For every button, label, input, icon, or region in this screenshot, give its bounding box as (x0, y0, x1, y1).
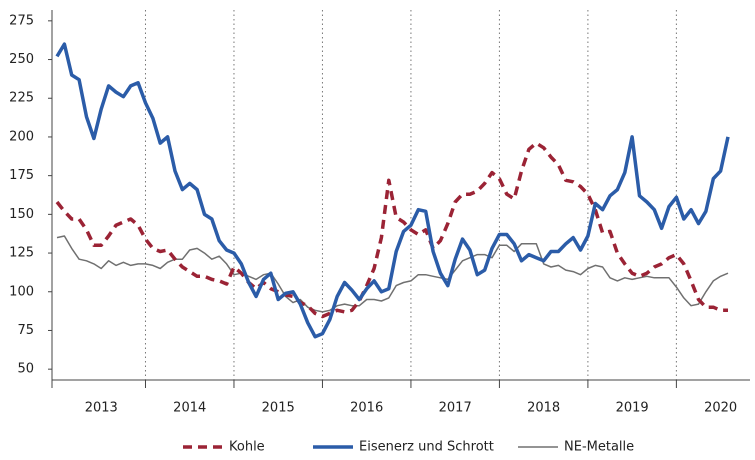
y-tick-label: 150 (9, 207, 34, 222)
legend-label: NE-Metalle (564, 440, 634, 455)
x-tick-label: 2017 (439, 401, 472, 416)
y-tick-label: 125 (9, 246, 34, 261)
series-line (56, 235, 729, 313)
y-tick-label: 175 (9, 168, 34, 183)
series-line (55, 141, 728, 319)
y-tick-label: 275 (9, 13, 34, 28)
legend-label: Eisenerz und Schrott (359, 440, 494, 455)
x-tick-label: 2019 (616, 401, 649, 416)
series-line (55, 42, 730, 339)
x-tick-label: 2016 (350, 401, 383, 416)
y-tick-label: 250 (9, 52, 34, 67)
legend-label: Kohle (229, 440, 265, 455)
y-tick-label: 200 (9, 129, 34, 144)
y-tick-label: 225 (9, 91, 34, 106)
y-tick-label: 50 (17, 362, 34, 377)
x-tick-label: 2020 (704, 401, 737, 416)
x-tick-label: 2018 (527, 401, 560, 416)
x-tick-label: 2014 (173, 401, 206, 416)
y-tick-label: 100 (9, 284, 34, 299)
x-tick-label: 2015 (262, 401, 295, 416)
x-tick-label: 2013 (85, 401, 118, 416)
y-tick-label: 75 (17, 323, 34, 338)
